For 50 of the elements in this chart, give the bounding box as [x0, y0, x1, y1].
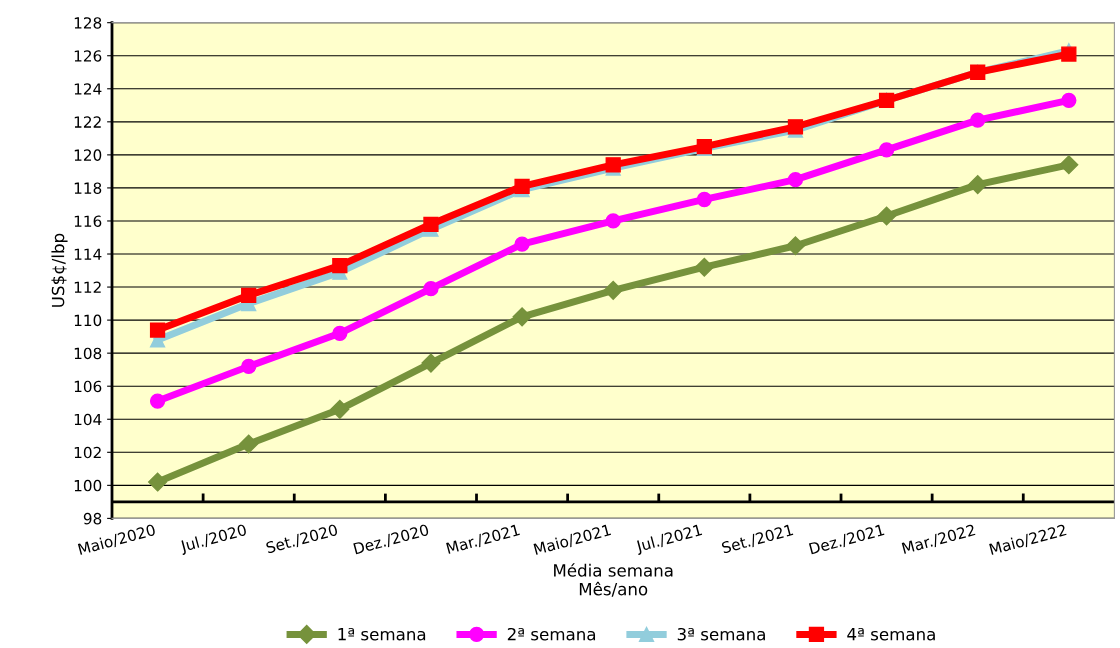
- point: [149, 393, 166, 409]
- point: [423, 216, 439, 232]
- y-tick-label: 116: [74, 215, 102, 227]
- point: [787, 172, 804, 188]
- point: [603, 280, 623, 300]
- point: [970, 112, 986, 128]
- y-tick-label: 124: [74, 83, 102, 95]
- point: [241, 287, 257, 303]
- legend-label: 2ª semana: [507, 627, 596, 641]
- y-tick-label: 128: [74, 17, 102, 29]
- y-tick-label: 112: [74, 281, 101, 293]
- y-tick-label: 100: [74, 479, 102, 492]
- point: [332, 325, 348, 341]
- point: [1061, 92, 1077, 108]
- y-tick-label: 98: [83, 512, 102, 525]
- point: [1061, 46, 1077, 62]
- legend-label: 4ª semana: [847, 627, 935, 641]
- y-axis-title: US$¢/lbp: [51, 233, 68, 307]
- y-tick-label: 104: [74, 413, 102, 426]
- x-axis-title: Média semana Mês/ano: [554, 563, 673, 597]
- point: [330, 399, 350, 419]
- point: [605, 213, 621, 229]
- y-tick-label: 120: [74, 149, 102, 161]
- point: [239, 434, 259, 454]
- point: [421, 353, 441, 373]
- point: [694, 257, 714, 277]
- y-tick-label: 122: [74, 116, 101, 128]
- point: [877, 206, 897, 226]
- point: [241, 358, 257, 375]
- legend-label: 3ª semana: [677, 627, 765, 641]
- y-tick-label: 126: [74, 50, 102, 62]
- point: [696, 191, 712, 208]
- point: [514, 236, 530, 252]
- point: [968, 175, 988, 195]
- point: [878, 142, 895, 158]
- point: [148, 472, 168, 492]
- y-tick-label: 102: [74, 446, 101, 459]
- point: [149, 322, 166, 338]
- y-tick-label: 110: [74, 314, 102, 327]
- point: [514, 178, 530, 194]
- y-tick-label: 106: [74, 380, 102, 393]
- point: [785, 236, 805, 256]
- y-tick-label: 118: [74, 182, 102, 194]
- point: [1059, 155, 1079, 175]
- legend-label: 1ª semana: [338, 627, 426, 641]
- point: [332, 257, 348, 274]
- point: [512, 307, 532, 327]
- y-tick-label: 114: [74, 248, 102, 260]
- point: [423, 281, 439, 297]
- y-tick-label: 108: [74, 347, 102, 360]
